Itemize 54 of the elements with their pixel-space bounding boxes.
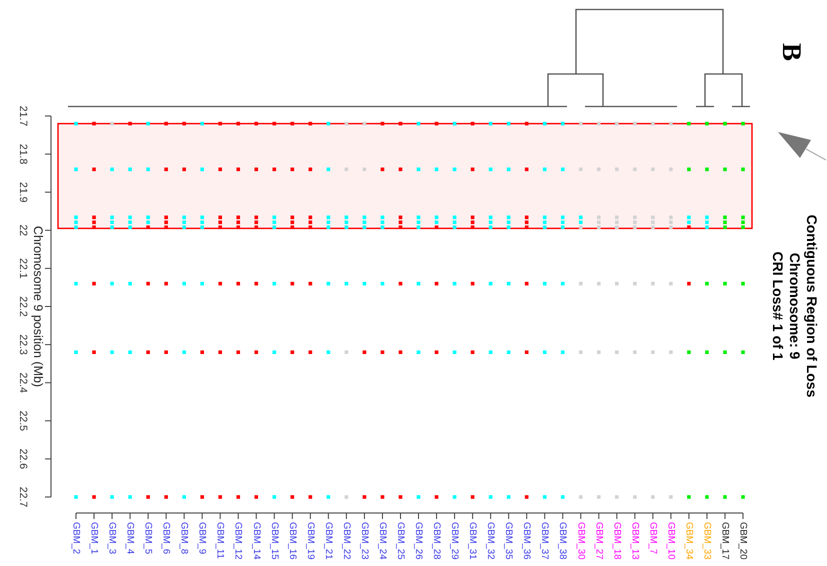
x-tick-label: GBM_3 bbox=[106, 522, 118, 554]
y-tick-label: 22.3 bbox=[17, 334, 29, 355]
x-tick-label: GBM_5 bbox=[142, 522, 154, 554]
x-tick-label: GBM_11 bbox=[214, 522, 226, 559]
x-tick-label: GBM_17 bbox=[719, 522, 730, 560]
x-tick-label: GBM_23 bbox=[358, 522, 370, 560]
x-tick-label: GBM_25 bbox=[394, 522, 406, 560]
x-tick-label: GBM_20 bbox=[738, 522, 748, 560]
x-tick-label: GBM_8 bbox=[178, 522, 190, 554]
x-tick-label: GBM_32 bbox=[485, 522, 496, 560]
x-tick-label: GBM_14 bbox=[250, 522, 262, 560]
y-tick-label: 21.7 bbox=[17, 106, 29, 126]
x-tick-label: GBM_31 bbox=[467, 522, 478, 560]
y-axis-title: Chromosome 9 position (Mb) bbox=[31, 226, 45, 388]
x-tick-label: GBM_21 bbox=[322, 522, 334, 560]
x-tick-label: GBM_19 bbox=[304, 522, 316, 560]
y-tick-label: 22.2 bbox=[17, 296, 29, 317]
x-tick-label: GBM_7 bbox=[647, 522, 658, 554]
x-tick-label: GBM_28 bbox=[431, 522, 442, 560]
x-tick-label: GBM_24 bbox=[376, 522, 388, 560]
x-tick-label: GBM_27 bbox=[593, 522, 604, 560]
x-tick-label: GBM_22 bbox=[340, 522, 352, 560]
x-tick-label: GBM_9 bbox=[196, 522, 208, 554]
y-tick-label: 22.5 bbox=[17, 410, 29, 432]
x-tick-label: GBM_16 bbox=[286, 522, 298, 560]
y-tick-label: 22.4 bbox=[17, 372, 29, 394]
x-tick-label: GBM_1 bbox=[88, 522, 100, 554]
x-tick-label: GBM_13 bbox=[629, 522, 640, 560]
text: CRI Loss# 1 of 1 bbox=[770, 252, 786, 361]
text: B bbox=[777, 42, 807, 62]
x-tick-label: GBM_15 bbox=[268, 522, 280, 560]
x-tick-label: GBM_4 bbox=[124, 522, 136, 554]
x-tick-label: GBM_18 bbox=[611, 522, 622, 560]
x-tick-label: GBM_6 bbox=[160, 522, 172, 554]
y-tick-label: 21.9 bbox=[17, 182, 29, 203]
x-tick-label: GBM_38 bbox=[557, 522, 568, 560]
x-tick-label: GBM_30 bbox=[575, 522, 586, 560]
x-tick-label: GBM_2 bbox=[70, 522, 82, 554]
x-tick-label: GBM_36 bbox=[521, 522, 532, 560]
x-tick-label: GBM_34 bbox=[683, 522, 694, 560]
y-tick-label: 22.6 bbox=[17, 448, 29, 470]
x-tick-label: GBM_10 bbox=[665, 522, 676, 560]
y-tick-label: 22 bbox=[17, 224, 29, 236]
x-tick-label: GBM_35 bbox=[503, 522, 514, 560]
y-tick-label: 22.7 bbox=[17, 486, 29, 508]
y-tick-label: 22.1 bbox=[17, 258, 29, 279]
x-tick-label: GBM_37 bbox=[539, 522, 550, 560]
x-tick-label: GBM_12 bbox=[232, 522, 244, 560]
y-tick-label: 21.8 bbox=[17, 144, 29, 164]
x-tick-label: GBM_26 bbox=[413, 522, 424, 560]
text: Chromosome: 9 bbox=[787, 252, 803, 360]
text: Contiguous Region of Loss bbox=[804, 214, 820, 398]
x-tick-label: GBM_33 bbox=[701, 522, 712, 560]
x-tick-label: GBM_29 bbox=[449, 522, 460, 560]
